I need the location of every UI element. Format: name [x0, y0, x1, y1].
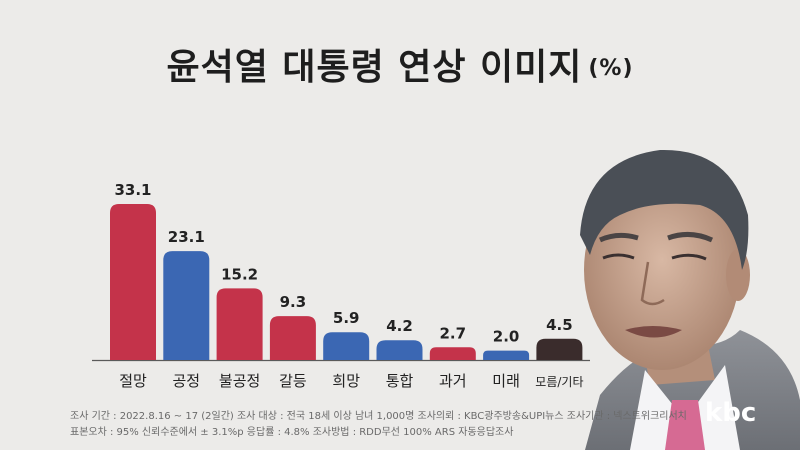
bar-0: [110, 204, 156, 360]
value-label-2: 15.2: [221, 265, 258, 283]
value-label-5: 4.2: [386, 317, 413, 335]
bar-2: [216, 288, 263, 360]
value-label-6: 2.7: [440, 324, 467, 342]
category-label-6: 과거: [439, 372, 467, 390]
survey-info-line1: 조사 기간 : 2022.8.16 ~ 17 (2일간) 조사 대상 : 전국 …: [70, 411, 687, 422]
value-label-7: 2.0: [493, 328, 520, 346]
category-label-3: 갈등: [279, 372, 307, 390]
category-label-5: 통합: [386, 372, 414, 390]
bar-3: [269, 316, 316, 360]
value-label-0: 33.1: [114, 181, 151, 199]
bar-4: [323, 332, 370, 360]
value-label-3: 9.3: [280, 293, 307, 311]
bar-8: [536, 338, 583, 360]
category-label-7: 미래: [492, 372, 520, 390]
value-label-4: 5.9: [333, 309, 360, 327]
category-label-1: 공정: [172, 372, 200, 390]
category-label-0: 절망: [119, 372, 147, 390]
bar-7: [483, 350, 530, 360]
category-label-2: 불공정: [219, 372, 260, 390]
bar-6: [429, 347, 476, 360]
category-label-8: 모름/기타: [535, 375, 583, 389]
survey-info-line2: 표본오차 : 95% 신뢰수준에서 ± 3.1%p 응답률 : 4.8% 조사방…: [70, 427, 514, 438]
chart-title: 윤석열 대통령 연상 이미지 (%): [0, 38, 800, 90]
kbc-logo: kbc: [705, 398, 757, 428]
bar-5: [376, 340, 423, 360]
category-label-4: 희망: [332, 372, 360, 390]
value-label-8: 4.5: [546, 316, 573, 334]
value-label-1: 23.1: [168, 228, 205, 246]
chart-title-text: 윤석열 대통령 연상 이미지: [166, 47, 583, 88]
bar-1: [163, 251, 210, 360]
chart-unit: (%): [588, 56, 634, 81]
